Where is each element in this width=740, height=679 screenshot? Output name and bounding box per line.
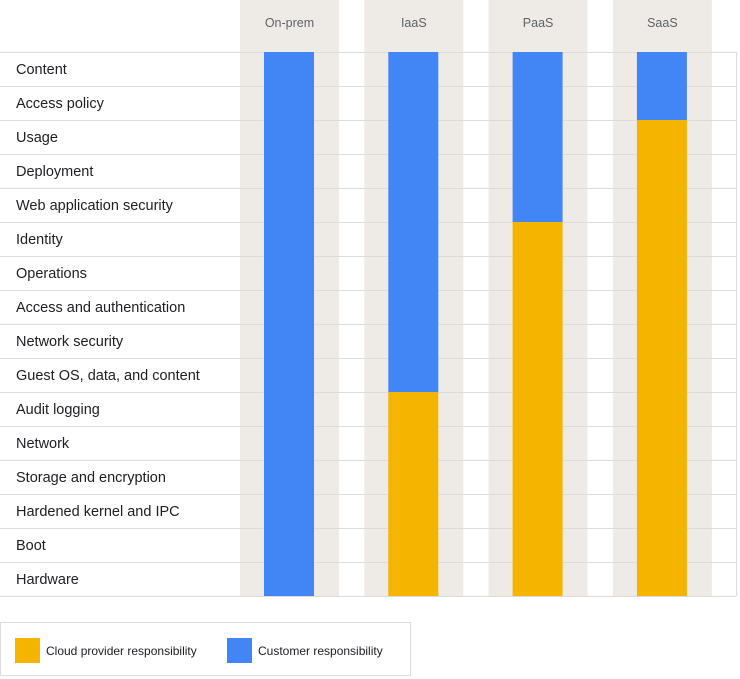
legend-swatch xyxy=(227,638,252,663)
row-label: Audit logging xyxy=(16,402,100,418)
row-label: Content xyxy=(16,62,67,78)
column-label-saas: SaaS xyxy=(647,16,678,30)
bar-iaas-customer xyxy=(388,52,439,392)
bar-saas-cloud-provider xyxy=(636,120,687,596)
legend-label: Cloud provider responsibility xyxy=(46,644,197,658)
bar-paas-customer xyxy=(512,52,563,222)
row-label: Operations xyxy=(16,266,87,282)
row-label: Guest OS, data, and content xyxy=(16,368,200,384)
row-label: Hardware xyxy=(16,572,79,588)
legend-label: Customer responsibility xyxy=(258,644,383,658)
legend-swatch xyxy=(15,638,40,663)
bar-paas-cloud-provider xyxy=(512,222,563,596)
row-label: Access and authentication xyxy=(16,300,185,316)
column-label-iaas: IaaS xyxy=(401,16,427,30)
legend-box xyxy=(0,622,411,676)
bar-on-prem-customer xyxy=(264,52,314,596)
row-label: Access policy xyxy=(16,96,105,112)
row-label: Usage xyxy=(16,130,58,146)
row-label: Hardened kernel and IPC xyxy=(16,504,180,520)
row-label: Deployment xyxy=(16,164,93,180)
row-label: Network security xyxy=(16,334,124,350)
column-label-on-prem: On-prem xyxy=(265,16,314,30)
column-label-paas: PaaS xyxy=(523,16,554,30)
row-label: Network xyxy=(16,436,70,452)
bar-iaas-cloud-provider xyxy=(388,392,439,596)
row-label: Storage and encryption xyxy=(16,470,166,486)
row-label: Boot xyxy=(16,538,46,554)
row-label: Web application security xyxy=(16,198,174,214)
row-label: Identity xyxy=(16,232,63,248)
bar-saas-customer xyxy=(636,52,687,120)
